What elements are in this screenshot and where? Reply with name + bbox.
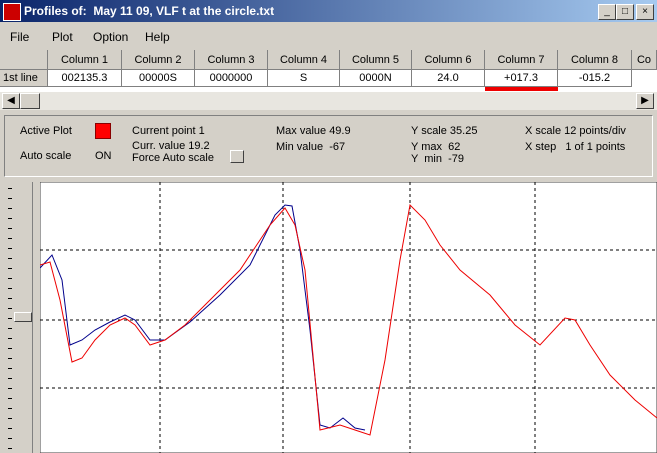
force-auto-scale-button[interactable] [230, 150, 244, 163]
min-value: Min value -67 [276, 141, 346, 153]
scroll-left[interactable]: ◀ [2, 93, 20, 109]
slider-tick [8, 398, 12, 399]
slider-tick [8, 348, 12, 349]
current-value: Curr. value 19.2 [132, 140, 210, 152]
slider-tick [8, 418, 12, 419]
menu-item[interactable]: Help [145, 30, 170, 44]
table-cell[interactable]: 0000N [340, 70, 412, 87]
table-cell[interactable]: -015.2 [558, 70, 632, 87]
title-bar [0, 0, 657, 22]
table-cell[interactable]: 00000S [122, 70, 195, 87]
slider-tick [8, 378, 12, 379]
auto-scale-state: ON [95, 150, 112, 162]
slider-tick [8, 358, 12, 359]
plot-area [40, 182, 657, 453]
info-panel [4, 115, 653, 177]
slider-tick [8, 298, 12, 299]
slider-tick [8, 338, 12, 339]
app-icon [3, 3, 21, 21]
slider-tick [8, 428, 12, 429]
slider-tick [8, 308, 12, 309]
slider-tick [8, 188, 12, 189]
slider-tick [8, 438, 12, 439]
column-header[interactable]: Column 2 [122, 50, 195, 70]
row-header [0, 50, 48, 70]
slider-tick [8, 228, 12, 229]
slider-tick [8, 318, 12, 319]
max-value: Max value 49.9 [276, 125, 351, 137]
maximize-button[interactable]: □ [616, 4, 634, 20]
active-plot-color[interactable] [95, 123, 111, 139]
slider-tick [8, 328, 12, 329]
window-title: Profiles of: May 11 09, VLF t at the cir… [24, 4, 275, 18]
auto-scale: Auto scale [20, 150, 72, 162]
minimize-button[interactable]: _ [598, 4, 616, 20]
column-header[interactable]: Co [632, 50, 657, 70]
slider-thumb[interactable] [14, 312, 32, 322]
y-scale: Y scale 35.25 [411, 125, 478, 137]
column-header[interactable]: Column 5 [340, 50, 412, 70]
profile-curve-red [40, 203, 657, 436]
current-point: Current point 1 [132, 125, 205, 137]
column-header[interactable]: Column 7 [485, 50, 558, 70]
table-cell[interactable]: 0000000 [195, 70, 268, 87]
plot-background [40, 182, 657, 453]
slider-tick [8, 388, 12, 389]
slider-tick [8, 218, 12, 219]
slider-tick [8, 208, 12, 209]
slider-tick [8, 288, 12, 289]
table-cell[interactable]: 002135.3 [48, 70, 122, 87]
scroll-right[interactable]: ▶ [636, 93, 654, 109]
column-header[interactable]: Column 3 [195, 50, 268, 70]
horizontal-scrollbar[interactable] [0, 92, 657, 110]
profile-curve-blue [40, 204, 366, 431]
selection-marker [485, 87, 558, 91]
close-button[interactable]: × [636, 4, 654, 20]
slider-tick [8, 198, 12, 199]
slider-tick [8, 368, 12, 369]
y-max: Y max 62 [411, 141, 461, 153]
slider-track [0, 182, 33, 453]
column-header[interactable]: Column 6 [412, 50, 485, 70]
y-min: Y min -79 [411, 153, 464, 165]
table-cell[interactable]: 24.0 [412, 70, 485, 87]
slider-tick [8, 278, 12, 279]
menu-item[interactable]: Plot [52, 30, 73, 44]
scroll-thumb[interactable] [20, 93, 40, 109]
slider-tick [8, 408, 12, 409]
menu-item[interactable]: Option [93, 30, 129, 44]
slider-tick [8, 258, 12, 259]
slider-tick [8, 268, 12, 269]
active-plot: Active Plot [20, 125, 72, 137]
grid [40, 182, 657, 453]
table-cell[interactable]: +017.3 [485, 70, 558, 87]
x-step: X step 1 of 1 points [525, 141, 626, 153]
menu-item[interactable]: File [10, 30, 30, 44]
table: Column 1 Column 2 Column 3 Column 4 Column 5… [0, 50, 657, 92]
x-scale: X scale 12 points/div [525, 125, 626, 137]
column-header[interactable]: Column 1 [48, 50, 122, 70]
column-header[interactable]: Column 4 [268, 50, 340, 70]
row-label: 1st line [0, 70, 48, 87]
table-cell[interactable]: S [268, 70, 340, 87]
column-header[interactable]: Column 8 [558, 50, 632, 70]
slider-tick [8, 248, 12, 249]
force-auto-scale: Force Auto scale [132, 152, 214, 164]
slider-tick [8, 238, 12, 239]
slider-tick [8, 448, 12, 449]
